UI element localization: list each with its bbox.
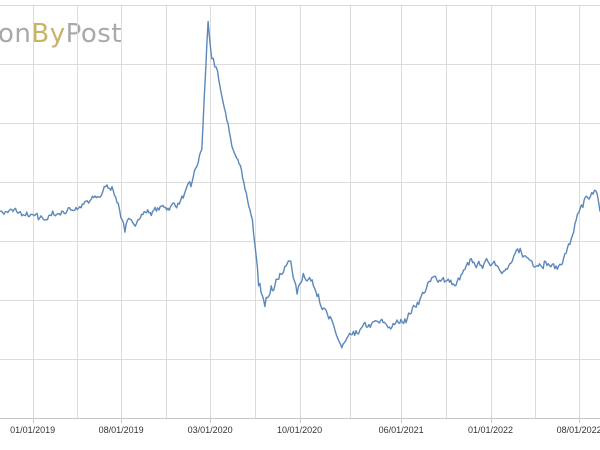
logo-text-on: on (0, 19, 32, 49)
logo-text-by: By (31, 19, 66, 49)
site-logo: onByPost (0, 19, 122, 49)
x-tick-label: 10/01/2020 (277, 425, 322, 435)
logo-text-post: Post (65, 19, 123, 49)
x-tick-label: 03/01/2020 (188, 425, 233, 435)
x-tick-label: 01/01/2019 (10, 425, 55, 435)
series-line (0, 20, 600, 349)
chart-plot-area (0, 20, 600, 349)
x-tick-label: 08/01/2019 (99, 425, 144, 435)
x-tick-label: 01/01/2022 (468, 425, 513, 435)
x-tick-label: 06/01/2021 (379, 425, 424, 435)
x-tick-label: 08/01/2022 (557, 425, 600, 435)
x-axis: 01/01/2019 08/01/2019 03/01/2020 10/01/2020… (0, 418, 600, 435)
chart-grid (0, 5, 600, 419)
